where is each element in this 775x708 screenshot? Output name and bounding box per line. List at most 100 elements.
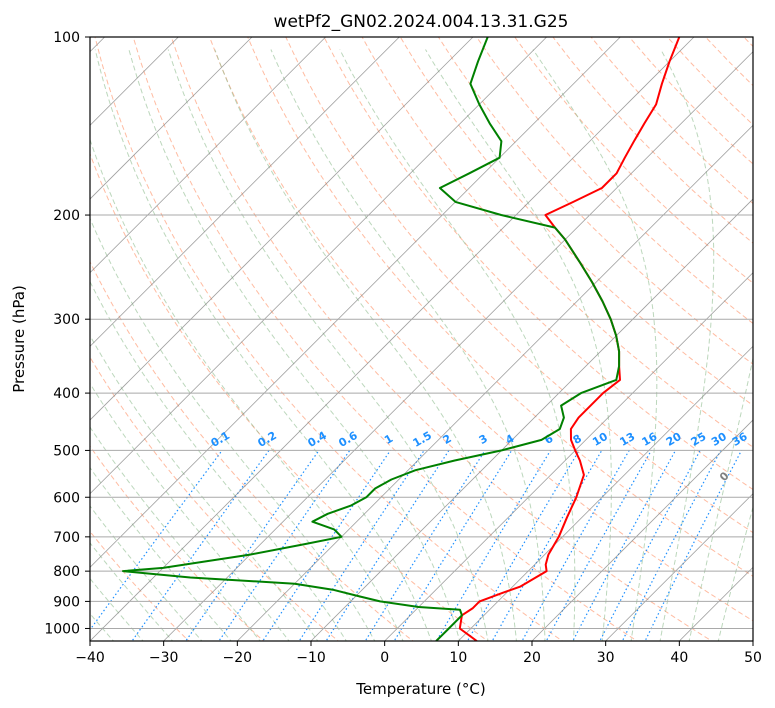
y-tick-label: 800: [53, 564, 80, 580]
mixing-ratio-line: [621, 450, 722, 641]
x-axis-ticks: −40 −30 −20 −10 0 10 20 30 40 50: [75, 641, 762, 666]
moist-adiabat-line: [659, 49, 715, 641]
isotherm-line: [90, 37, 547, 495]
moist-adiabat-line: [128, 49, 461, 641]
pressure-gridlines: [90, 37, 753, 629]
dry-adiabat-line: [323, 37, 753, 491]
moist-adiabat-line: [94, 49, 432, 641]
sounding-series: [122, 37, 681, 641]
moist-adiabat-line: [532, 49, 658, 641]
mixing-ratio-label: 0.2: [256, 429, 279, 450]
dry-adiabat-line: [90, 530, 190, 641]
mixing-ratio-label: 3: [477, 432, 490, 447]
mixing-ratio-line: [599, 450, 701, 641]
mixing-ratio-line: [131, 450, 270, 641]
moist-adiabat-label: 20: [771, 520, 775, 540]
mixing-ratio-line: [90, 450, 223, 631]
x-tick-label: −10: [296, 650, 326, 666]
dry-adiabat-line: [590, 37, 753, 205]
mixing-ratio-label: 36: [730, 430, 750, 449]
moist-adiabat-line: [688, 355, 753, 641]
dry-adiabat-line: [552, 37, 753, 244]
dry-adiabat-line: [437, 37, 753, 365]
mixing-ratio-line: [262, 450, 391, 641]
moist-adiabat-line: [339, 49, 576, 641]
moist-adiabats: [90, 49, 753, 641]
mixing-ratio-label: 0.1: [209, 429, 232, 450]
x-tick-label: 50: [744, 650, 762, 666]
mixing-ratio-line: [572, 450, 677, 641]
isotherm-line: [605, 493, 753, 641]
isotherm-line: [531, 419, 753, 641]
x-tick-label: 0: [380, 650, 389, 666]
mixing-ratio-label: 4: [503, 432, 516, 447]
mixing-ratio-line: [545, 450, 652, 641]
dry-adiabat-line: [755, 10, 775, 644]
dry-adiabat-line: [704, 37, 753, 87]
moist-adiabat-line: [90, 334, 319, 641]
dry-adiabat-line: [743, 37, 753, 48]
y-tick-label: 500: [53, 443, 80, 459]
x-tick-label: 10: [449, 650, 467, 666]
moist-adiabat-line: [167, 49, 489, 641]
isotherm-line: [90, 37, 695, 641]
dry-adiabat-line: [628, 37, 753, 165]
y-axis-ticks: 100 200 300 400 500 600 700 800 900 1000: [44, 30, 90, 637]
mixing-ratio-line: [466, 450, 580, 641]
temperature-series-line: [458, 37, 681, 641]
isotherm-line: [237, 124, 753, 641]
moist-adiabat-line: [90, 138, 404, 641]
y-tick-label: 400: [53, 386, 80, 402]
moist-adiabat-label: 0: [717, 469, 732, 484]
mixing-ratio-line: [218, 450, 351, 641]
dry-adiabat-line: [399, 37, 753, 407]
mixing-ratio-label: 13: [618, 430, 638, 449]
mixing-ratio-line: [185, 450, 320, 641]
dry-adiabat-line: [514, 37, 753, 284]
isotherm-line: [90, 37, 400, 347]
mixing-ratio-line: [325, 450, 450, 641]
dry-adiabat-line: [476, 37, 753, 325]
y-tick-label: 200: [53, 208, 80, 224]
dry-adiabat-line: [247, 37, 753, 577]
dry-adiabat-line: [132, 37, 638, 641]
dry-adiabat-line: [90, 152, 489, 641]
isotherm-line: [310, 198, 753, 641]
mixing-ratio-label: 0.4: [306, 429, 330, 450]
dry-adiabat-line: [285, 37, 753, 534]
y-tick-label: 100: [53, 30, 80, 46]
isotherm-line: [752, 640, 753, 641]
isotherm-line: [90, 37, 326, 274]
isotherms: [90, 37, 753, 641]
y-tick-label: 900: [53, 594, 80, 610]
x-tick-label: 20: [523, 650, 541, 666]
moist-adiabat-line: [90, 505, 203, 641]
x-tick-label: 40: [670, 650, 688, 666]
mixing-ratio-lines: [90, 450, 743, 641]
x-tick-label: 30: [597, 650, 615, 666]
y-axis-label: Pressure (hPa): [10, 285, 28, 393]
isotherm-line: [458, 345, 753, 641]
dry-adiabat-line: [90, 356, 339, 641]
x-tick-label: −30: [149, 650, 179, 666]
dry-adiabat-line: [90, 445, 265, 641]
moist-adiabat-line: [90, 426, 261, 641]
mixing-ratio-label: 2: [441, 432, 454, 447]
mixing-ratio-label: 0.6: [336, 429, 360, 450]
mixing-ratio-label: 1: [382, 432, 395, 447]
isotherm-line: [90, 37, 621, 568]
x-tick-label: −20: [223, 650, 253, 666]
mixing-ratio-line: [364, 450, 486, 641]
x-axis-label: Temperature (°C): [355, 680, 485, 698]
isotherm-line: [90, 37, 253, 200]
y-tick-label: 700: [53, 530, 80, 546]
isotherm-line: [163, 51, 753, 641]
isotherm-line: [90, 37, 474, 421]
y-tick-label: 1000: [44, 621, 80, 637]
dry-adiabat-line: [170, 37, 713, 641]
y-tick-label: 600: [53, 490, 80, 506]
mixing-ratio-line: [298, 450, 425, 641]
plot-frame: [89, 36, 754, 642]
dewpoint-series-line: [122, 37, 621, 641]
mixing-ratio-label: 16: [640, 430, 660, 449]
